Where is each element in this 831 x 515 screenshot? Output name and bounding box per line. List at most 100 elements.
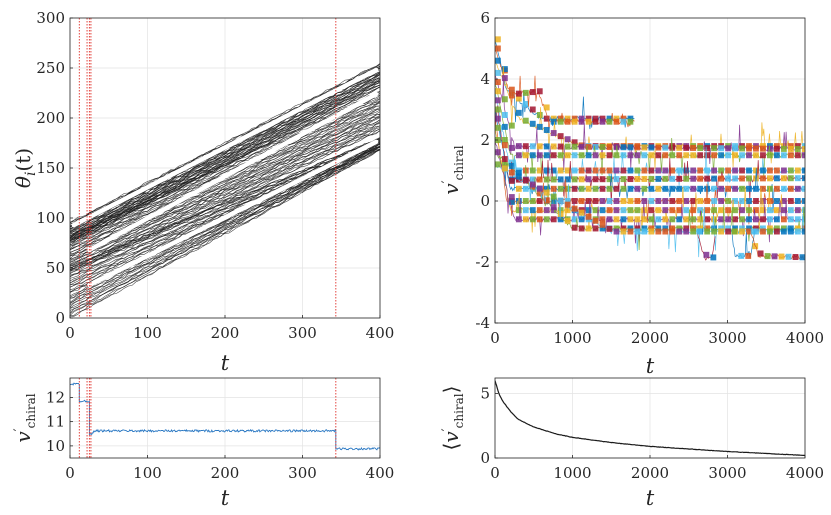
chiral-all-block-5 (725, 167, 731, 174)
chiral-all-block-1 (522, 89, 529, 96)
chiral-all-block-6 (760, 175, 766, 182)
chiral-all-block-5 (704, 167, 711, 174)
chiral-all-block-6 (641, 175, 648, 182)
chiral-all-block-6 (662, 175, 669, 182)
A-ytick-label-4: 200 (36, 109, 65, 127)
theta-y-label-sub: i (23, 172, 39, 176)
chiral-all-block-10 (606, 216, 613, 223)
chiral-all-block-11 (564, 217, 571, 224)
chiral-all-block-6 (655, 175, 662, 182)
chiral-all-block-6 (787, 175, 794, 182)
chiral-all-block-7 (725, 185, 731, 192)
chiral-all-block-9 (543, 207, 550, 214)
chiral-all-block-12 (557, 197, 564, 204)
theta-trajectory-0-32 (70, 137, 380, 274)
chiral-all-block-11 (495, 149, 501, 156)
chiral-all-block-11 (662, 225, 669, 232)
C-ytick-label-4: 4 (480, 70, 490, 88)
chiral-all-block-5 (718, 167, 725, 174)
chiral-all-block-4 (641, 152, 648, 159)
chiral-all-block-10 (522, 216, 529, 223)
chiral-all-block-9 (515, 207, 522, 214)
chiral-all-block-10 (613, 216, 620, 223)
chiral-all-block-7 (543, 185, 550, 192)
chiral-all-block-9 (711, 207, 718, 214)
B-ytick-label-0: 10 (46, 437, 65, 455)
chiral-all-block-0 (592, 115, 599, 122)
chiral-all-block-10 (648, 216, 655, 223)
C-xtick-label-3: 3000 (708, 329, 746, 347)
chiral-all-block-7 (753, 185, 759, 192)
chiral-all-block-12 (515, 173, 522, 180)
chiral-all-block-9 (767, 207, 773, 214)
chiral-all-block-2 (550, 130, 557, 137)
chiral-all-block-7 (662, 185, 669, 192)
chiral-all-block-6 (592, 176, 599, 183)
chiral-all-block-3 (662, 144, 669, 151)
chiral-all-block-1 (599, 118, 606, 125)
theta-trajectory-2-8 (70, 81, 380, 239)
chiral-all-block-4 (739, 152, 745, 159)
chiral-all-block-12 (543, 189, 550, 196)
theta-trajectory-0-12 (70, 146, 380, 303)
chiral-all-block-15 (757, 250, 764, 257)
chiral-all-block-5 (529, 167, 536, 174)
chiral-all-block-3 (641, 144, 648, 151)
chiral-all-block-9 (648, 207, 655, 214)
chiral-all-block-4 (578, 152, 585, 159)
chiral-all-block-6 (627, 176, 634, 183)
chiral-all-block-9 (669, 207, 676, 214)
chiral-all-block-15 (778, 253, 785, 260)
chiral-all-block-6 (711, 175, 718, 182)
chiral-all-block-6 (543, 176, 550, 183)
A-ytick-label-1: 50 (46, 259, 65, 277)
chiral-all-panel: 0 1000 2000 3000 4000 -4 -2 0 2 4 6 t v′chiral (439, 9, 824, 378)
chiral-all-block-4 (648, 152, 655, 159)
chiral-all-block-9 (592, 207, 599, 214)
chiral-all-block-10 (669, 216, 676, 223)
chiral-mean-y-label-prime: ′ (440, 428, 455, 431)
chiral-all-block-12 (648, 228, 655, 235)
chiral-all-block-11 (718, 225, 725, 232)
chiral-all-block-7 (585, 185, 592, 192)
chiral-all-block-10 (655, 216, 662, 223)
chiral-all-block-11 (515, 169, 522, 176)
chiral-all-block-1 (515, 90, 522, 97)
chiral-all-block-11 (585, 225, 592, 232)
chiral-all-block-8 (641, 198, 648, 204)
A-ytick-label-6: 300 (36, 9, 65, 27)
chiral-all-block-12 (683, 228, 690, 235)
chiral-all-block-3 (557, 143, 564, 150)
chiral-all-block-8 (704, 198, 711, 204)
chiral-all-block-10 (634, 216, 641, 223)
chiral-all-block-7 (564, 185, 571, 192)
chiral-all-block-9 (697, 207, 704, 214)
chiral-all-block-3 (655, 144, 662, 151)
theta-trajectory-1-4 (70, 127, 380, 269)
chiral-all-block-4 (495, 79, 501, 86)
chiral-all-block-3 (683, 144, 690, 151)
chiral-all-block-7 (515, 185, 522, 192)
theta-gap-1 (87, 91, 379, 253)
chiral-all-block-5 (774, 167, 780, 174)
chiral-all-block-10 (760, 216, 766, 223)
chiral-all-block-4 (801, 152, 805, 159)
theta-trajectory-1-1 (70, 130, 380, 272)
chiral-all-block-0 (571, 115, 578, 122)
chiral-all-block-9 (655, 207, 662, 214)
chiral-all-block-12 (641, 228, 648, 235)
chiral-all-block-0 (529, 106, 536, 113)
chiral-all-block-10 (578, 216, 585, 223)
chiral-all-block-5 (739, 167, 745, 174)
chiral-all-block-7 (787, 185, 794, 192)
chiral-all-block-9 (690, 207, 697, 214)
chiral-all-block-2 (543, 126, 550, 133)
chiral-all-block-15 (764, 253, 771, 260)
theta-trajectory-2-24 (70, 72, 380, 231)
chiral-all-block-4 (676, 152, 683, 159)
chiral-all-block-3 (801, 146, 805, 153)
chiral-all-block-7 (739, 185, 745, 192)
chiral-all-block-9 (732, 207, 738, 214)
chiral-all-block-3 (592, 143, 599, 150)
chiral-all-block-12 (501, 165, 508, 172)
